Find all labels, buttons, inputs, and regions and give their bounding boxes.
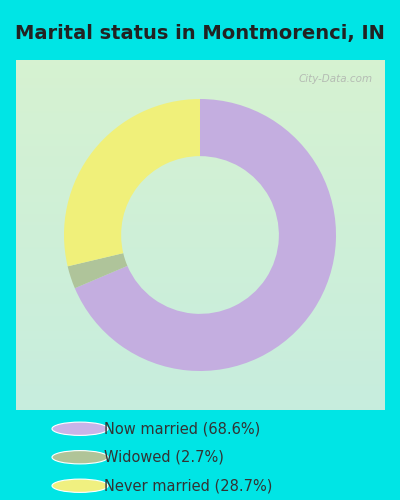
Wedge shape (68, 253, 128, 288)
Wedge shape (75, 99, 336, 371)
Text: Now married (68.6%): Now married (68.6%) (104, 421, 260, 436)
Circle shape (52, 422, 108, 436)
Circle shape (52, 450, 108, 464)
Text: Marital status in Montmorenci, IN: Marital status in Montmorenci, IN (15, 24, 385, 42)
Circle shape (52, 479, 108, 492)
Wedge shape (64, 99, 200, 266)
Text: Never married (28.7%): Never married (28.7%) (104, 478, 272, 493)
Text: Widowed (2.7%): Widowed (2.7%) (104, 450, 224, 465)
Text: City-Data.com: City-Data.com (299, 74, 373, 84)
